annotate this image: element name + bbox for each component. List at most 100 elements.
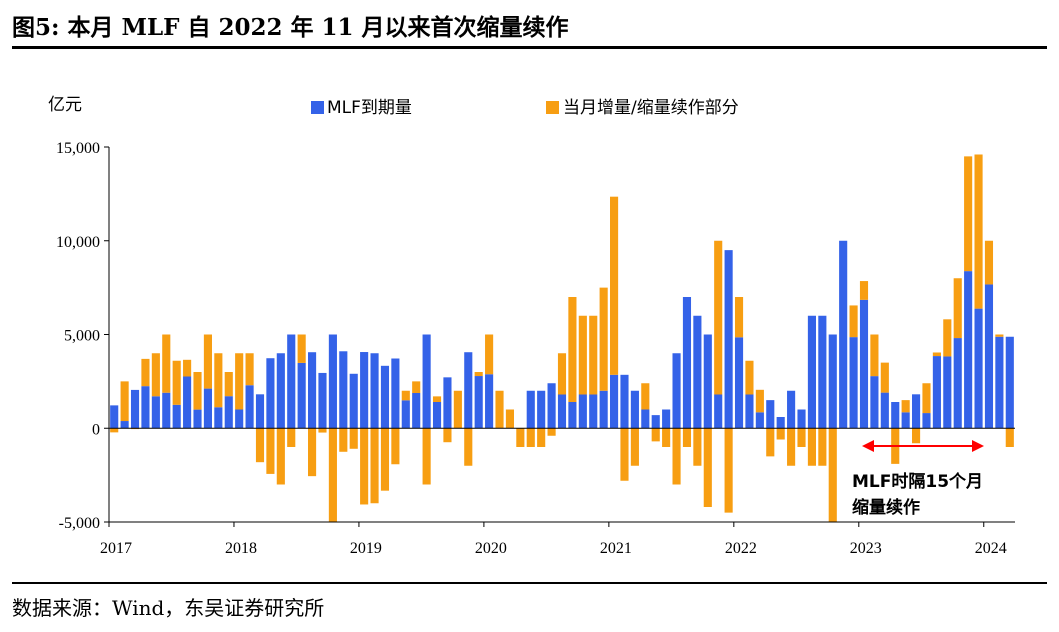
bar-maturity: [672, 353, 681, 429]
y-tick-label: -5,000: [59, 515, 100, 532]
bar-net-change: [245, 353, 254, 386]
bar-net-change: [859, 281, 869, 300]
bar-net-change: [610, 196, 619, 375]
bar-net-change: [235, 353, 244, 410]
bar-maturity: [745, 394, 754, 429]
bar-net-change: [391, 428, 400, 465]
bar-maturity: [412, 393, 421, 429]
bar-net-change: [495, 390, 504, 429]
bar-net-change: [255, 428, 265, 463]
bar-net-change: [224, 372, 233, 397]
bar-net-change: [922, 383, 931, 414]
bar-net-change: [964, 156, 973, 272]
x-tick-label: 2018: [225, 540, 257, 557]
bar-maturity: [328, 334, 337, 429]
bar-maturity: [568, 402, 577, 429]
annotation-line2: 缩量续作: [852, 497, 920, 518]
bar-net-change: [995, 334, 1004, 337]
bar-net-change: [526, 428, 535, 447]
bar-net-change: [932, 352, 941, 357]
y-tick-label: 10,000: [56, 234, 100, 251]
bar-maturity: [287, 334, 296, 429]
bar-maturity: [391, 358, 400, 429]
bar-maturity: [620, 374, 629, 429]
bar-maturity: [630, 390, 639, 429]
bar-maturity: [485, 374, 494, 429]
x-tick-label: 2023: [850, 540, 882, 557]
bar-net-change: [984, 240, 994, 285]
bar-net-change: [589, 315, 598, 395]
y-tick-label: 15,000: [56, 140, 100, 157]
bar-maturity: [610, 374, 619, 429]
x-tick-label: 2024: [975, 540, 1007, 557]
bar-maturity: [380, 365, 390, 429]
bar-net-change: [110, 428, 119, 433]
bar-net-change: [662, 428, 671, 447]
bar-maturity: [797, 409, 806, 429]
bar-maturity: [589, 394, 598, 429]
bar-maturity: [578, 394, 587, 429]
bar-net-change: [349, 428, 358, 449]
bar-maturity: [235, 409, 244, 429]
bar-net-change: [1005, 428, 1014, 447]
bar-maturity: [141, 386, 150, 429]
bar-maturity: [401, 400, 410, 429]
bar-net-change: [547, 428, 556, 436]
bar-maturity: [151, 396, 160, 429]
bar-maturity: [474, 376, 483, 429]
bar-net-change: [724, 428, 733, 513]
annotation-arrow: [862, 440, 984, 452]
bar-net-change: [370, 428, 379, 504]
bar-maturity: [130, 389, 140, 429]
bar-net-change: [807, 428, 816, 466]
bar-maturity: [703, 334, 712, 429]
bar-net-change: [537, 428, 546, 447]
bar-net-change: [734, 297, 744, 338]
y-tick-label: 5,000: [64, 328, 100, 345]
bar-net-change: [287, 428, 296, 447]
bar-net-change: [151, 353, 160, 397]
bar-net-change: [193, 372, 202, 410]
bar-maturity: [964, 271, 973, 429]
legend-label-maturity: MLF到期量: [327, 98, 412, 118]
title-rule: [12, 46, 1047, 49]
bar-maturity: [162, 392, 171, 429]
bar-net-change: [568, 297, 577, 402]
bar-maturity: [203, 388, 212, 429]
y-tick-label: 0: [92, 421, 100, 438]
bar-maturity: [422, 334, 431, 429]
bar-net-change: [505, 409, 514, 429]
bar-net-change: [453, 390, 462, 429]
bar-net-change: [328, 428, 337, 522]
y-unit-label: 亿元: [48, 95, 82, 115]
bar-maturity: [995, 336, 1004, 429]
bar-maturity: [880, 392, 889, 429]
bar-net-change: [787, 428, 796, 466]
bar-net-change: [828, 428, 837, 522]
bar-maturity: [943, 356, 952, 429]
bar-maturity: [193, 409, 202, 429]
bar-maturity: [297, 362, 306, 429]
bar-maturity: [984, 284, 994, 429]
bar-maturity: [974, 308, 983, 429]
bar-maturity: [828, 334, 837, 429]
bar-net-change: [870, 334, 879, 377]
bar-maturity: [245, 385, 254, 429]
x-tick-label: 2020: [475, 540, 507, 557]
bar-maturity: [724, 250, 733, 429]
bar-maturity: [443, 377, 452, 429]
bar-maturity: [183, 376, 192, 429]
bar-maturity: [599, 390, 608, 429]
bar-maturity: [776, 417, 785, 429]
bar-net-change: [422, 428, 431, 485]
bar-net-change: [339, 428, 348, 452]
bar-net-change: [672, 428, 681, 485]
bar-maturity: [1005, 336, 1014, 429]
bar-net-change: [703, 428, 712, 507]
bar-net-change: [485, 334, 494, 375]
bar-maturity: [682, 297, 692, 429]
annotation-line1: MLF时隔15个月: [852, 471, 983, 492]
bar-net-change: [401, 390, 410, 401]
bar-net-change: [912, 428, 921, 444]
bar-maturity: [734, 337, 744, 429]
